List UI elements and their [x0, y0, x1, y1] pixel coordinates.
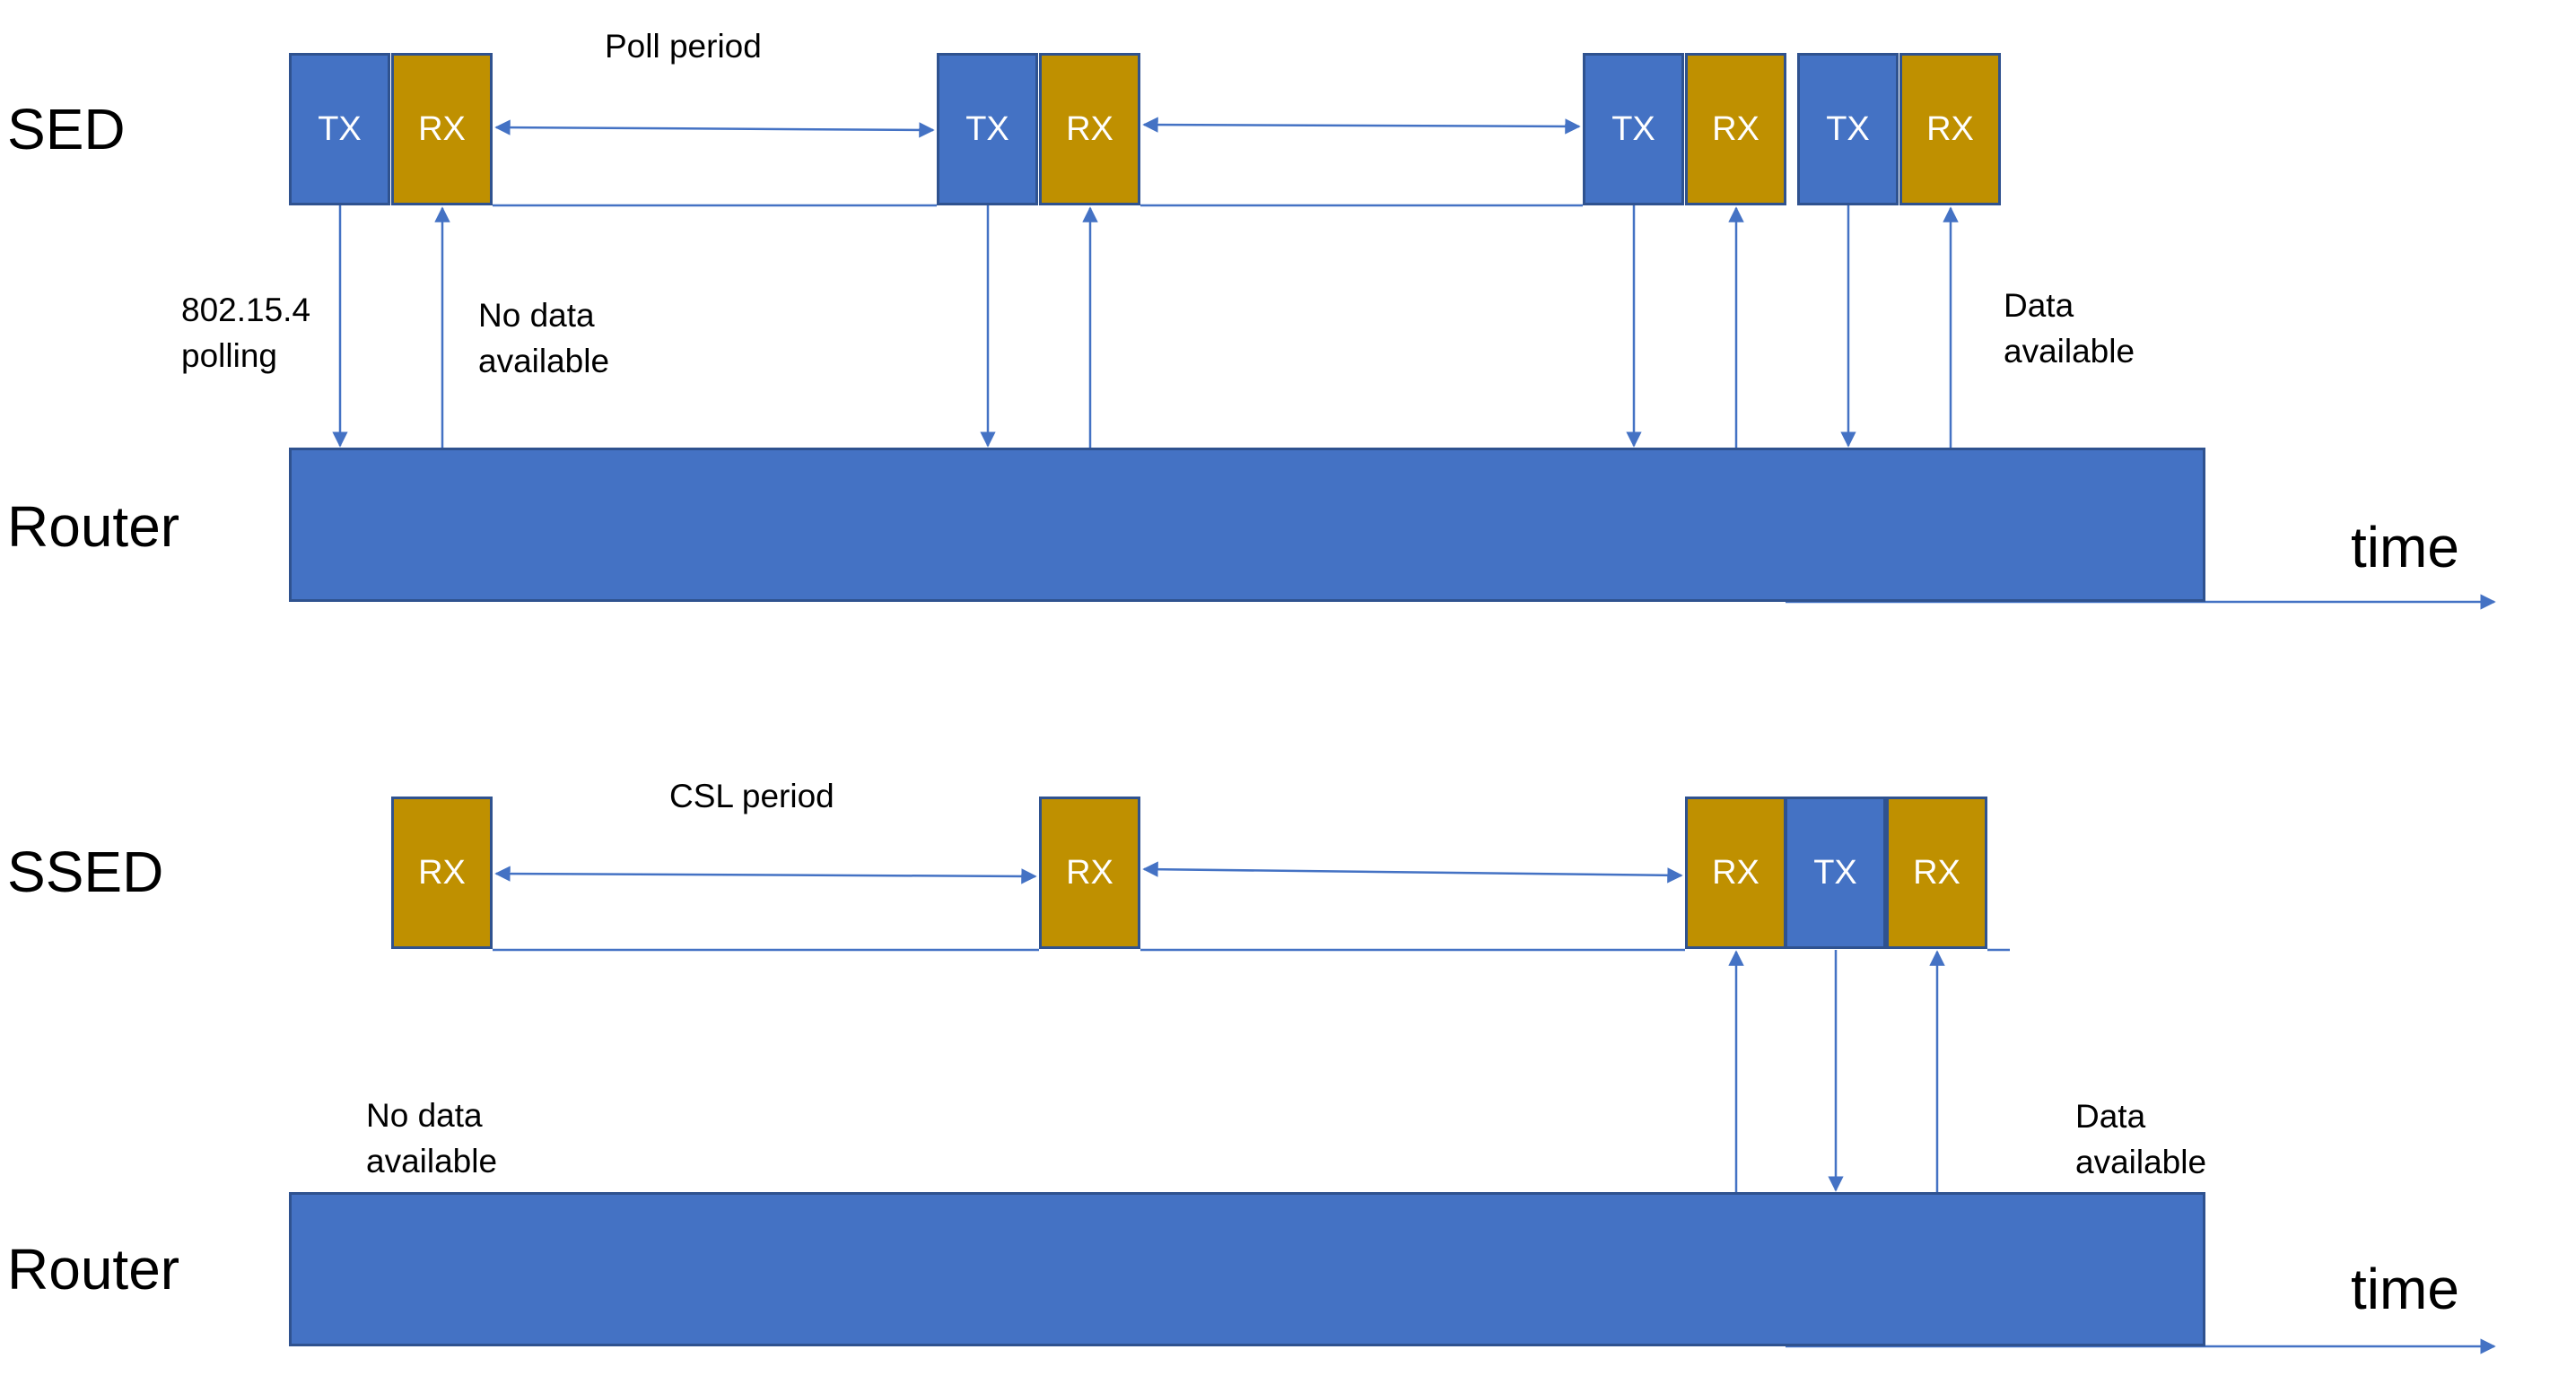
- no-data-note: No data available: [478, 297, 610, 379]
- sed-tx-slot: TX: [937, 53, 1038, 205]
- no-data-note: No data available: [366, 1097, 498, 1180]
- ssed-row-label: SSED: [7, 840, 164, 904]
- sed-tx-slot: TX: [289, 53, 390, 205]
- csl-period-label: CSL period: [669, 778, 834, 814]
- sed-time-label: time: [2351, 515, 2459, 579]
- data-available-note: Data available: [2004, 287, 2135, 370]
- sed-rx-slot: RX: [1899, 53, 2001, 205]
- ssed-rx-slot: RX: [1685, 797, 1786, 949]
- csl-period-arrow: [494, 866, 1037, 884]
- sed-rx-slot: RX: [1685, 53, 1786, 205]
- sed-tx-slot: TX: [1797, 53, 1899, 205]
- sed-rx-slot: RX: [1039, 53, 1140, 205]
- ssed-router-row-label: Router: [7, 1237, 180, 1302]
- poll-period-label: Poll period: [605, 28, 762, 65]
- sed-tx-slot: TX: [1583, 53, 1684, 205]
- sed-rx-slot: RX: [391, 53, 493, 205]
- data-available-note: Data available: [2075, 1098, 2207, 1180]
- ssed-rx-slot: RX: [1039, 797, 1140, 949]
- poll-period-arrow: [494, 119, 935, 138]
- ssed-time-label: time: [2351, 1257, 2459, 1321]
- sed-router-timeline-bar: [289, 448, 2205, 602]
- poll-period-arrow: [1142, 117, 1581, 135]
- sed-router-row-label: Router: [7, 494, 180, 559]
- ssed-router-timeline-bar: [289, 1192, 2205, 1346]
- sed-row-label: SED: [7, 97, 126, 161]
- ssed-rx-slot: RX: [391, 797, 493, 949]
- ssed-rx-slot: RX: [1886, 797, 1987, 949]
- csl-period-arrow: [1142, 861, 1683, 884]
- polling-note: 802.15.4 polling: [181, 292, 311, 374]
- ssed-tx-slot: TX: [1785, 797, 1886, 949]
